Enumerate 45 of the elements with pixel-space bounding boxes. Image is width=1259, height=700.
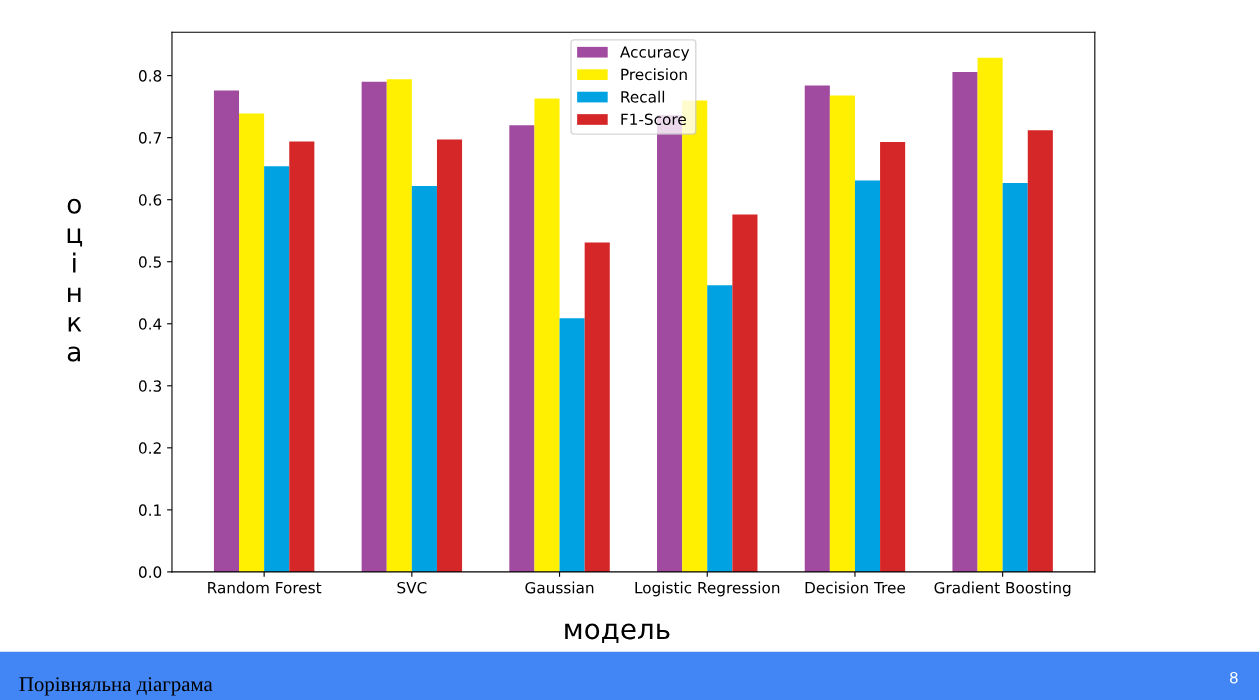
x-tick-label: Gradient Boosting [934, 581, 1071, 597]
bar [829, 95, 855, 572]
x-tick-label: Logistic Regression [635, 581, 780, 597]
y-tick-label: 0.7 [138, 132, 161, 144]
y-tick-label: 0.6 [138, 194, 162, 206]
bar [880, 142, 906, 572]
bar [977, 57, 1003, 572]
bar [239, 113, 265, 572]
bar [361, 81, 387, 572]
bar [1027, 130, 1053, 572]
legend-label: Recall [621, 90, 665, 103]
y-tick-label: 0.8 [138, 70, 162, 82]
bar [854, 180, 881, 572]
bar [584, 242, 610, 572]
y-tick-label: 0.5 [138, 256, 161, 268]
bar [534, 98, 560, 572]
bar [289, 141, 315, 572]
bar [559, 318, 585, 572]
legend-label: F1-Score [621, 113, 686, 126]
x-tick-label: Gaussian [525, 581, 594, 594]
bar [213, 90, 240, 572]
text: 8 [1230, 671, 1238, 684]
bar [436, 139, 463, 572]
bar [732, 214, 758, 572]
x-tick-label: SVC [397, 581, 427, 594]
bar [952, 71, 978, 572]
y-axis-title: оцінка [67, 198, 83, 362]
y-tick-label: 0.0 [138, 566, 162, 578]
x-tick-label: Decision Tree [805, 581, 905, 594]
bar [411, 186, 437, 572]
y-tick-label: 0.4 [138, 318, 162, 330]
y-tick-label: 0.2 [138, 442, 161, 454]
y-tick-label: 0.3 [138, 380, 162, 392]
bar [509, 125, 535, 572]
text: Порівняльна діаграма [19, 677, 213, 696]
legend-label: Accuracy [620, 46, 690, 61]
bar [1002, 182, 1028, 572]
x-tick-label: Random Forest [208, 581, 322, 594]
legend-label: Precision [621, 68, 687, 81]
bar [707, 285, 733, 572]
bar [386, 79, 412, 572]
bar [264, 166, 290, 572]
y-tick-label: 0.1 [138, 504, 161, 516]
bar [804, 85, 830, 572]
x-axis-title: модель [565, 623, 670, 643]
